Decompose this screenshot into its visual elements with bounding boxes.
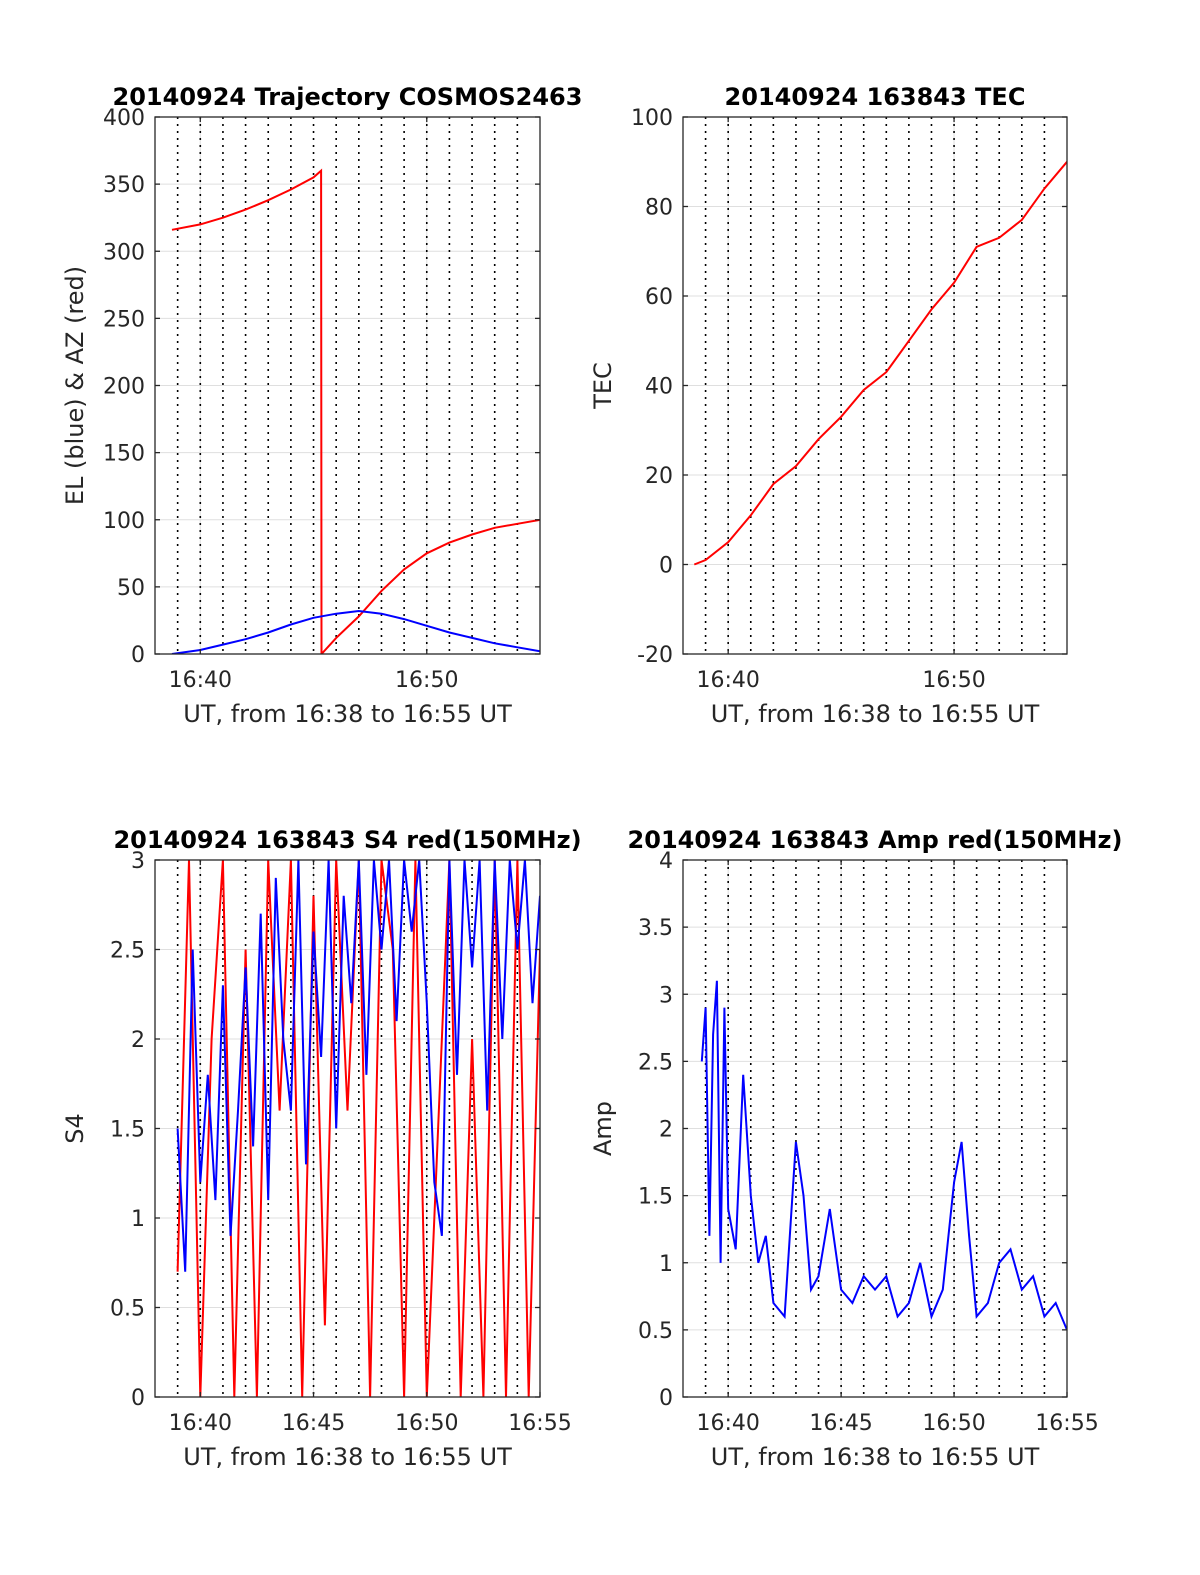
series-line-0 [176, 860, 540, 1397]
x-tick-label: 16:40 [696, 1411, 759, 1436]
y-tick-label: 2 [659, 1118, 673, 1143]
y-axis-label: Amp [589, 1101, 617, 1156]
chart-title: 20140924 163843 Amp red(150MHz) [628, 826, 1123, 854]
x-tick-label: 16:40 [696, 668, 759, 693]
s4-panel: 0 0.5 1 1.5 2 2.5 3 16:40 16:45 16:50 16:55 2014092… [61, 826, 582, 1471]
y-tick-label: 3.5 [638, 916, 673, 941]
y-tick-label: 1 [659, 1252, 673, 1277]
y-tick-label: 1.5 [110, 1118, 145, 1143]
y-tick-label: 0.5 [638, 1319, 673, 1344]
x-tick-label: 16:55 [1035, 1411, 1098, 1436]
series-line-1 [176, 860, 540, 1272]
y-axis-label: EL (blue) & AZ (red) [61, 266, 89, 505]
y-tick-label: 200 [103, 375, 145, 400]
x-axis-label: UT, from 16:38 to 16:55 UT [711, 700, 1040, 728]
y-tick-label: 3 [131, 849, 145, 874]
y-tick-label: 0 [131, 1386, 145, 1411]
y-tick-label: 50 [117, 576, 145, 601]
y-tick-label: 250 [103, 307, 145, 332]
y-tick-label: 350 [103, 173, 145, 198]
x-tick-label: 16:40 [169, 668, 232, 693]
y-tick-label: 100 [631, 106, 673, 131]
chart-title: 20140924 163843 TEC [725, 83, 1026, 111]
y-tick-label: 80 [645, 196, 673, 221]
amp-panel: 0 0.5 1 1.5 2 2.5 3 3.5 4 16:40 16:45 16:50 16:55 201… [589, 826, 1122, 1471]
x-axis-label: UT, from 16:38 to 16:55 UT [183, 700, 512, 728]
y-tick-label: 100 [103, 509, 145, 534]
x-tick-label: 16:50 [395, 668, 458, 693]
y-tick-label: 1.5 [638, 1185, 673, 1210]
y-tick-label: 400 [103, 106, 145, 131]
x-tick-label: 16:45 [809, 1411, 872, 1436]
y-tick-label: 2.5 [110, 939, 145, 964]
y-tick-label: 0.5 [110, 1297, 145, 1322]
y-tick-label: 2.5 [638, 1050, 673, 1075]
series-line-0 [171, 168, 540, 654]
y-tick-label: 0 [659, 554, 673, 579]
y-tick-label: 150 [103, 442, 145, 467]
series-line-1 [171, 609, 540, 654]
y-tick-label: -20 [637, 643, 673, 668]
x-tick-label: 16:50 [922, 668, 985, 693]
y-axis-label: S4 [61, 1113, 89, 1144]
y-tick-label: 3 [659, 983, 673, 1008]
y-tick-label: 1 [131, 1207, 145, 1232]
y-tick-label: 60 [645, 285, 673, 310]
x-axis-label: UT, from 16:38 to 16:55 UT [711, 1443, 1040, 1471]
x-tick-label: 16:50 [395, 1411, 458, 1436]
y-tick-label: 300 [103, 240, 145, 265]
x-tick-label: 16:45 [282, 1411, 345, 1436]
chart-title: 20140924 Trajectory COSMOS2463 [113, 83, 583, 111]
y-tick-label: 0 [659, 1386, 673, 1411]
tec-panel: -20 0 20 40 60 80 100 16:40 16:50 20140924 163843… [589, 83, 1068, 728]
x-tick-label: 16:40 [169, 1411, 232, 1436]
y-tick-label: 40 [645, 375, 673, 400]
chart-title: 20140924 163843 S4 red(150MHz) [113, 826, 581, 854]
x-tick-label: 16:50 [922, 1411, 985, 1436]
y-tick-label: 4 [659, 849, 673, 874]
y-tick-label: 0 [131, 643, 145, 668]
series-line-0 [693, 161, 1067, 566]
y-tick-label: 20 [645, 464, 673, 489]
x-axis-label: UT, from 16:38 to 16:55 UT [183, 1443, 512, 1471]
y-tick-label: 2 [131, 1028, 145, 1053]
trajectory-panel: 0 50 100 150 200 250 300 350 400 16:40 16:50 201409… [61, 83, 582, 728]
x-tick-label: 16:55 [508, 1411, 571, 1436]
y-axis-label: TEC [589, 362, 617, 410]
series-line-0 [700, 980, 1067, 1331]
